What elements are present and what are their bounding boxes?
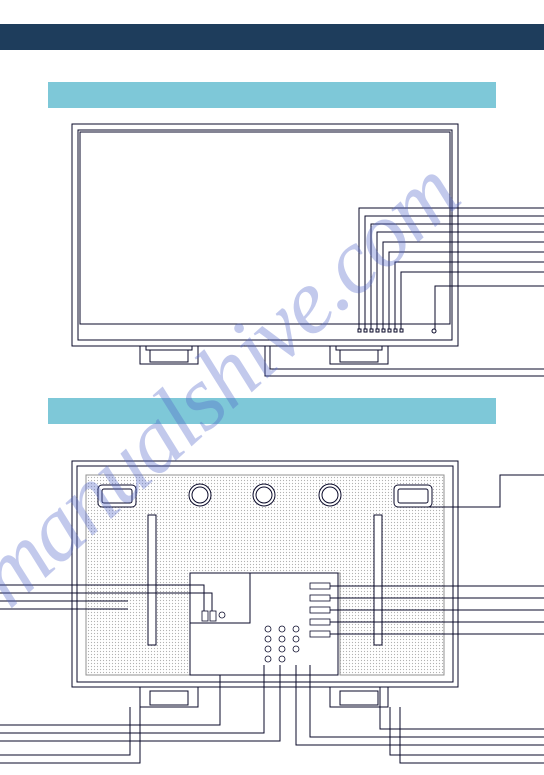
- section-heading-front: [48, 82, 496, 108]
- front-view-diagram: [0, 118, 544, 388]
- top-header-bar: [0, 24, 544, 50]
- section-heading-back: [48, 398, 496, 424]
- back-view-diagram: [0, 455, 544, 775]
